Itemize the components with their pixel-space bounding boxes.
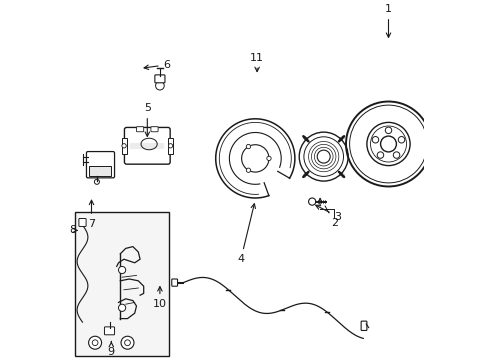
Text: 5: 5 — [143, 103, 150, 136]
Circle shape — [392, 152, 399, 158]
FancyBboxPatch shape — [151, 127, 158, 132]
Circle shape — [122, 144, 126, 148]
Text: 2: 2 — [325, 206, 337, 228]
Text: 7: 7 — [88, 200, 95, 229]
Circle shape — [118, 266, 125, 274]
Text: 6: 6 — [144, 60, 170, 70]
FancyBboxPatch shape — [86, 152, 114, 178]
Text: 10: 10 — [153, 287, 166, 309]
Circle shape — [385, 127, 391, 134]
Bar — [89, 166, 111, 176]
Text: 1: 1 — [384, 4, 391, 37]
Text: 9: 9 — [107, 342, 115, 357]
Bar — [168, 138, 173, 154]
Circle shape — [155, 81, 164, 90]
Text: 3: 3 — [315, 205, 341, 222]
Circle shape — [376, 152, 383, 158]
Circle shape — [94, 179, 99, 184]
Bar — [75, 212, 168, 356]
Text: 4: 4 — [237, 204, 255, 264]
Text: 11: 11 — [249, 53, 264, 72]
Circle shape — [371, 136, 378, 143]
FancyBboxPatch shape — [79, 219, 86, 226]
FancyBboxPatch shape — [155, 75, 164, 83]
FancyBboxPatch shape — [104, 327, 114, 335]
Circle shape — [246, 168, 250, 172]
Circle shape — [118, 304, 125, 311]
Circle shape — [121, 336, 134, 349]
FancyBboxPatch shape — [171, 279, 177, 286]
Circle shape — [88, 336, 102, 349]
Text: 8: 8 — [69, 225, 76, 235]
Circle shape — [246, 144, 250, 149]
Circle shape — [266, 156, 270, 161]
Circle shape — [397, 136, 404, 143]
Circle shape — [168, 144, 172, 148]
Bar — [122, 138, 126, 154]
FancyBboxPatch shape — [136, 127, 143, 132]
FancyBboxPatch shape — [124, 127, 170, 164]
FancyBboxPatch shape — [361, 321, 366, 330]
Circle shape — [308, 198, 315, 205]
